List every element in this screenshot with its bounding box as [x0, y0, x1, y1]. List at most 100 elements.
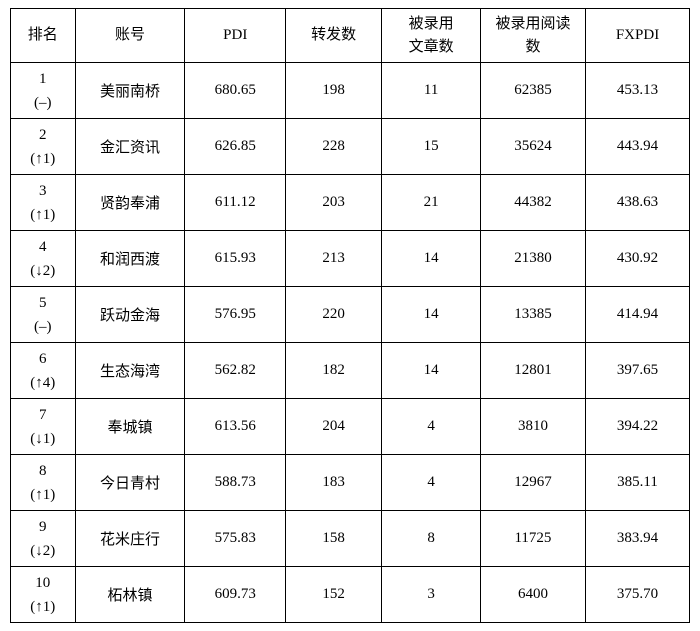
rank-number: 5	[11, 291, 75, 315]
account-cell: 花米庄行	[75, 511, 185, 567]
reads-cell: 21380	[480, 231, 585, 287]
articles-cell: 4	[382, 399, 480, 455]
fxpdi-cell: 394.22	[586, 399, 690, 455]
account-cell: 金汇资讯	[75, 119, 185, 175]
header-pdi: PDI	[185, 9, 285, 63]
rank-number: 7	[11, 403, 75, 427]
rank-change: (↑1)	[11, 483, 75, 507]
rank-number: 4	[11, 235, 75, 259]
fwd-cell: 158	[285, 511, 381, 567]
table-row: 5(–)跃动金海576.952201413385414.94	[11, 287, 690, 343]
table-row: 7(↓1)奉城镇613.5620443810394.22	[11, 399, 690, 455]
articles-cell: 4	[382, 455, 480, 511]
fxpdi-cell: 453.13	[586, 63, 690, 119]
header-fxpdi: FXPDI	[586, 9, 690, 63]
fwd-cell: 183	[285, 455, 381, 511]
reads-cell: 12801	[480, 343, 585, 399]
fxpdi-cell: 375.70	[586, 567, 690, 623]
account-cell: 和润西渡	[75, 231, 185, 287]
rank-number: 2	[11, 123, 75, 147]
rank-number: 8	[11, 459, 75, 483]
rank-change: (↑1)	[11, 203, 75, 227]
rank-number: 10	[11, 571, 75, 595]
table-row: 9(↓2)花米庄行575.83158811725383.94	[11, 511, 690, 567]
rank-cell: 10(↑1)	[11, 567, 76, 623]
table-row: 8(↑1)今日青村588.73183412967385.11	[11, 455, 690, 511]
table-row: 10(↑1)柘林镇609.7315236400375.70	[11, 567, 690, 623]
account-cell: 柘林镇	[75, 567, 185, 623]
reads-cell: 3810	[480, 399, 585, 455]
articles-cell: 8	[382, 511, 480, 567]
pdi-cell: 609.73	[185, 567, 285, 623]
fwd-cell: 152	[285, 567, 381, 623]
header-reads: 被录用阅读数	[480, 9, 585, 63]
pdi-cell: 588.73	[185, 455, 285, 511]
rank-change: (–)	[11, 91, 75, 115]
pdi-cell: 613.56	[185, 399, 285, 455]
account-cell: 贤韵奉浦	[75, 175, 185, 231]
rank-change: (–)	[11, 315, 75, 339]
account-cell: 生态海湾	[75, 343, 185, 399]
rank-cell: 8(↑1)	[11, 455, 76, 511]
pdi-cell: 576.95	[185, 287, 285, 343]
fxpdi-cell: 438.63	[586, 175, 690, 231]
header-account: 账号	[75, 9, 185, 63]
articles-cell: 3	[382, 567, 480, 623]
table-row: 3(↑1)贤韵奉浦611.122032144382438.63	[11, 175, 690, 231]
pdi-cell: 615.93	[185, 231, 285, 287]
table-header: 排名账号PDI转发数被录用文章数被录用阅读数FXPDI	[11, 9, 690, 63]
header-articles: 被录用文章数	[382, 9, 480, 63]
header-fwd: 转发数	[285, 9, 381, 63]
pdi-cell: 626.85	[185, 119, 285, 175]
header-rank: 排名	[11, 9, 76, 63]
rank-change: (↑1)	[11, 595, 75, 619]
account-cell: 美丽南桥	[75, 63, 185, 119]
articles-cell: 14	[382, 343, 480, 399]
rank-number: 3	[11, 179, 75, 203]
rank-cell: 4(↓2)	[11, 231, 76, 287]
pdi-cell: 680.65	[185, 63, 285, 119]
rank-cell: 9(↓2)	[11, 511, 76, 567]
account-cell: 奉城镇	[75, 399, 185, 455]
pdi-cell: 611.12	[185, 175, 285, 231]
rank-cell: 5(–)	[11, 287, 76, 343]
articles-cell: 11	[382, 63, 480, 119]
fxpdi-cell: 430.92	[586, 231, 690, 287]
rank-cell: 2(↑1)	[11, 119, 76, 175]
pdi-cell: 562.82	[185, 343, 285, 399]
reads-cell: 44382	[480, 175, 585, 231]
fxpdi-cell: 443.94	[586, 119, 690, 175]
fwd-cell: 198	[285, 63, 381, 119]
rank-cell: 7(↓1)	[11, 399, 76, 455]
rank-change: (↑1)	[11, 147, 75, 171]
fwd-cell: 220	[285, 287, 381, 343]
rank-cell: 3(↑1)	[11, 175, 76, 231]
fwd-cell: 203	[285, 175, 381, 231]
fxpdi-cell: 414.94	[586, 287, 690, 343]
reads-cell: 13385	[480, 287, 585, 343]
ranking-table: 排名账号PDI转发数被录用文章数被录用阅读数FXPDI 1(–)美丽南桥680.…	[10, 8, 690, 623]
account-cell: 今日青村	[75, 455, 185, 511]
table-row: 4(↓2)和润西渡615.932131421380430.92	[11, 231, 690, 287]
articles-cell: 15	[382, 119, 480, 175]
fwd-cell: 228	[285, 119, 381, 175]
reads-cell: 62385	[480, 63, 585, 119]
rank-number: 1	[11, 67, 75, 91]
reads-cell: 11725	[480, 511, 585, 567]
rank-change: (↓2)	[11, 539, 75, 563]
reads-cell: 6400	[480, 567, 585, 623]
articles-cell: 21	[382, 175, 480, 231]
account-cell: 跃动金海	[75, 287, 185, 343]
reads-cell: 12967	[480, 455, 585, 511]
fxpdi-cell: 397.65	[586, 343, 690, 399]
pdi-cell: 575.83	[185, 511, 285, 567]
table-body: 1(–)美丽南桥680.651981162385453.132(↑1)金汇资讯6…	[11, 63, 690, 623]
rank-cell: 6(↑4)	[11, 343, 76, 399]
fwd-cell: 182	[285, 343, 381, 399]
rank-cell: 1(–)	[11, 63, 76, 119]
articles-cell: 14	[382, 231, 480, 287]
rank-change: (↓2)	[11, 259, 75, 283]
rank-change: (↑4)	[11, 371, 75, 395]
fwd-cell: 204	[285, 399, 381, 455]
rank-change: (↓1)	[11, 427, 75, 451]
